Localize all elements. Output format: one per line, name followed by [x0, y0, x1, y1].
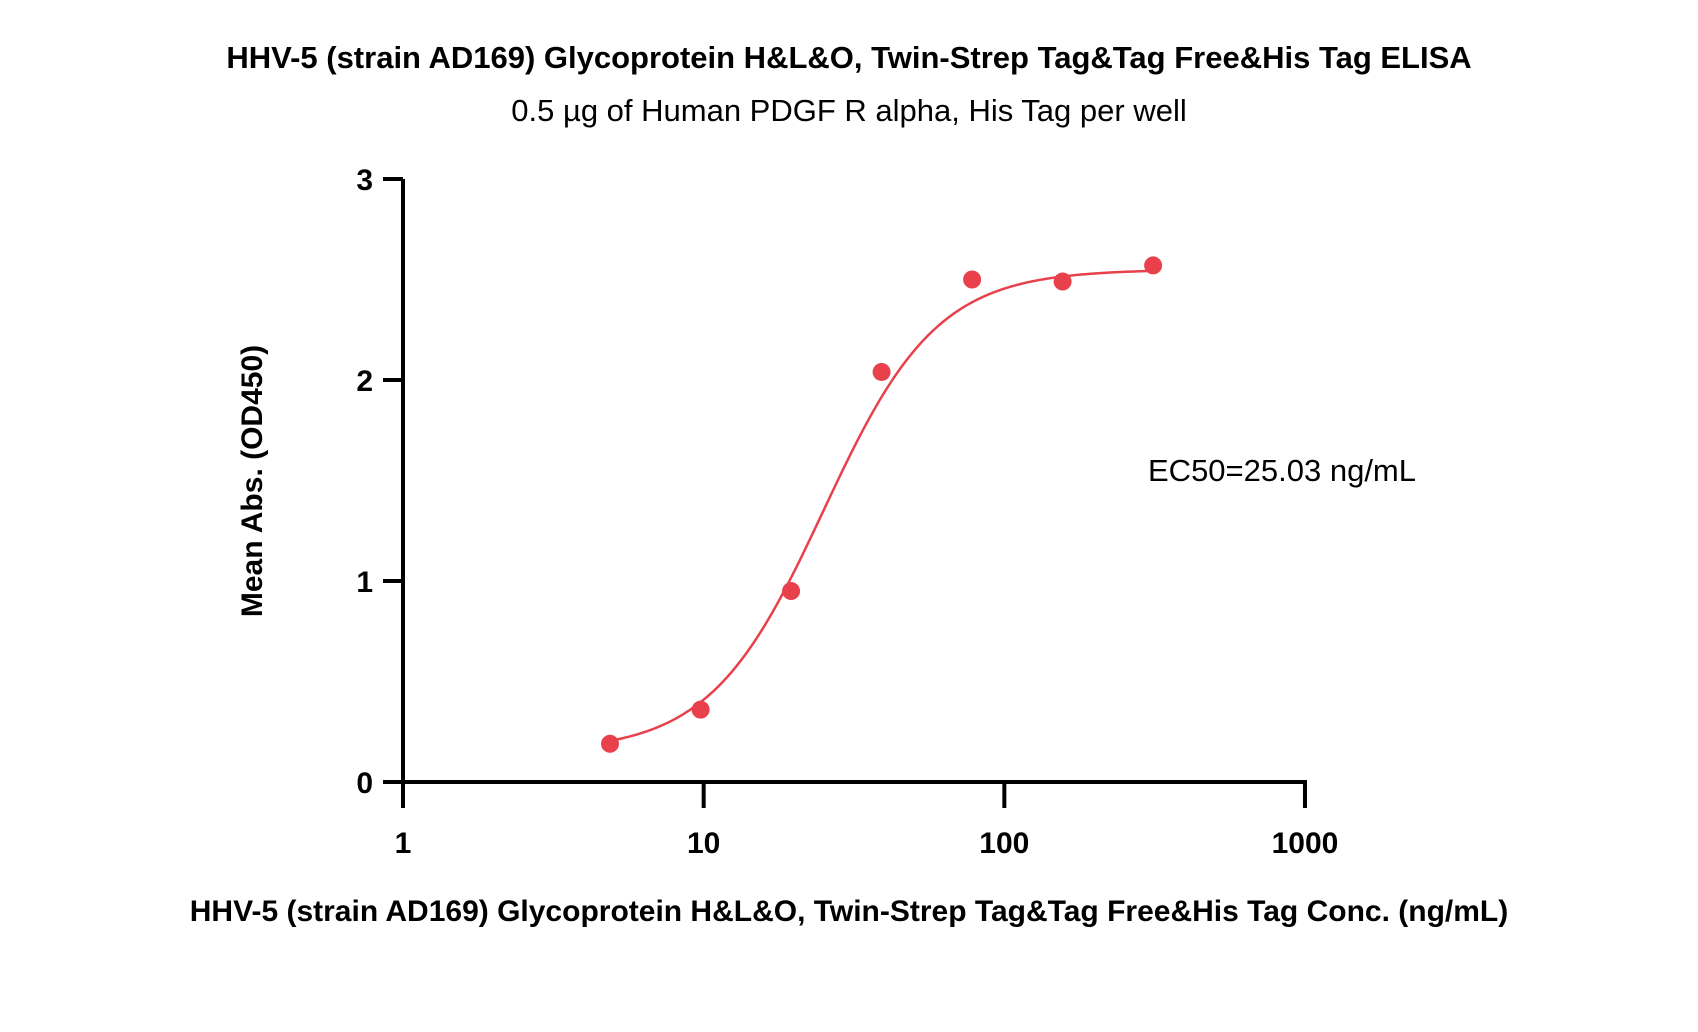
y-axis-label: Mean Abs. (OD450)	[236, 345, 269, 617]
data-point	[600, 734, 619, 753]
x-tick-label: 1000	[1272, 827, 1339, 860]
y-tick-label: 2	[356, 365, 373, 398]
y-tick-label: 0	[356, 767, 373, 800]
x-tick-label: 10	[687, 827, 720, 860]
data-point	[691, 700, 710, 719]
data-point	[1053, 272, 1072, 291]
y-tick-label: 1	[356, 566, 373, 599]
x-axis-label: HHV-5 (strain AD169) Glycoprotein H&L&O,…	[190, 895, 1508, 928]
ec50-annotation: EC50=25.03 ng/mL	[1148, 453, 1416, 488]
data-point	[963, 270, 982, 289]
data-point	[782, 582, 801, 601]
chart-title: HHV-5 (strain AD169) Glycoprotein H&L&O,…	[226, 40, 1471, 75]
y-tick-label: 3	[356, 164, 373, 197]
data-point	[1144, 256, 1163, 275]
chart-subtitle: 0.5 µg of Human PDGF R alpha, His Tag pe…	[511, 93, 1186, 128]
fit-curve	[609, 269, 1154, 743]
fit-curve-group	[609, 269, 1154, 743]
axes	[401, 179, 1307, 784]
x-tick-label: 1	[395, 827, 412, 860]
data-points	[600, 256, 1163, 753]
x-tick-label: 100	[979, 827, 1029, 860]
data-point	[872, 362, 891, 381]
